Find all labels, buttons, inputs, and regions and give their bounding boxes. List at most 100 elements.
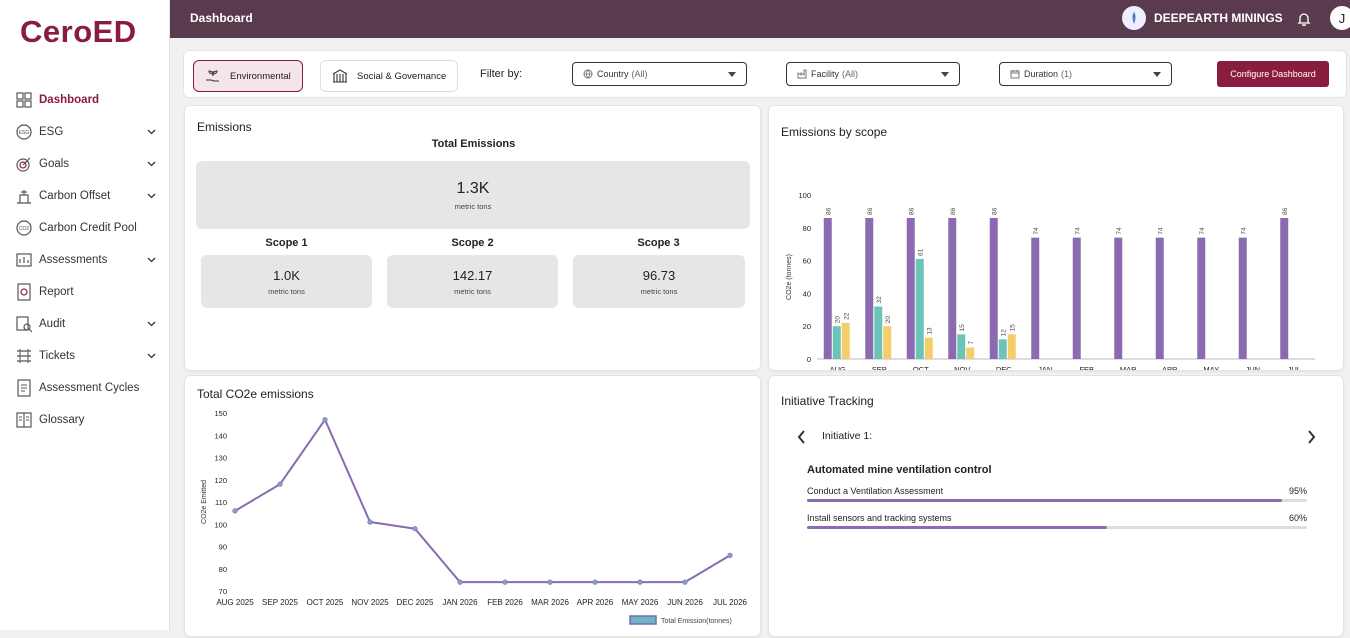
x-tick-label: NOV 2025 [351, 598, 389, 607]
bar-data-label: 12 [1000, 329, 1007, 337]
bell-icon[interactable] [1297, 11, 1311, 31]
bar-scope2 [874, 306, 883, 359]
chevron-down-icon[interactable] [147, 254, 156, 266]
chevron-down-icon[interactable] [147, 318, 156, 330]
country-label: Country [597, 69, 629, 79]
bar-scope1 [823, 217, 832, 359]
bar-data-label: 15 [959, 324, 966, 332]
duration-select[interactable]: Duration (1) [999, 62, 1172, 86]
facility-label: Facility [811, 69, 840, 79]
bar-scope1 [865, 217, 874, 359]
caret-down-icon [728, 72, 736, 77]
chevron-down-icon[interactable] [147, 126, 156, 138]
country-select[interactable]: Country (All) [572, 62, 747, 86]
sidebar-item-audit[interactable]: Audit [0, 308, 170, 340]
sidebar-item-goals[interactable]: Goals [0, 148, 170, 180]
task-percent: 95% [1288, 486, 1307, 496]
task-label: Conduct a Ventilation Assessment [807, 486, 944, 496]
y-tick-label: 110 [215, 498, 227, 507]
factory-icon [797, 69, 807, 79]
x-tick-label: MAR 2026 [531, 598, 569, 607]
task-item: Conduct a Ventilation Assessment 95% [807, 486, 1307, 502]
scope1-label: Scope 1 [265, 237, 308, 249]
initiative-card: Initiative Tracking Initiative 1: Automa… [768, 375, 1344, 637]
scope2-value: 142.17 [452, 268, 493, 283]
chevron-down-icon[interactable] [147, 158, 156, 170]
data-point [682, 579, 688, 585]
configure-dashboard-button[interactable]: Configure Dashboard [1217, 61, 1329, 87]
x-tick-label: MAR [1120, 365, 1137, 370]
sidebar-item-tickets[interactable]: Tickets [0, 340, 170, 372]
progress-track [807, 499, 1307, 502]
data-point [367, 519, 373, 525]
x-tick-label: DEC [996, 365, 1012, 370]
unit-label: metric tons [268, 287, 305, 296]
org-name: DEEPEARTH MININGS [1154, 11, 1283, 25]
scope2-label: Scope 2 [451, 237, 494, 249]
task-label: Install sensors and tracking systems [807, 513, 952, 523]
facility-select[interactable]: Facility (All) [786, 62, 960, 86]
scope3-label: Scope 3 [637, 237, 680, 249]
bar-data-label: 74 [1074, 227, 1081, 235]
sidebar-item-report[interactable]: Report [0, 276, 170, 308]
total-emissions-label: Total Emissions [431, 138, 516, 150]
org-switcher[interactable]: DEEPEARTH MININGS [1122, 6, 1283, 30]
task-item: Install sensors and tracking systems 60% [807, 513, 1307, 529]
bar-data-label: 22 [843, 312, 850, 320]
user-avatar[interactable]: J [1330, 6, 1350, 30]
emissions-title: Emissions [197, 120, 252, 134]
bar-scope1 [1031, 237, 1040, 359]
progress-track [807, 526, 1307, 529]
org-avatar [1122, 6, 1146, 30]
x-tick-label: FEB 2026 [487, 598, 523, 607]
progress-fill [807, 526, 1107, 529]
bar-data-label: 74 [1116, 227, 1123, 235]
x-tick-label: NOV [954, 365, 970, 370]
tab-social-governance[interactable]: Social & Governance [320, 60, 458, 92]
facility-value: (All) [842, 69, 859, 79]
tab-environmental[interactable]: Environmental [193, 60, 303, 92]
sidebar-item-dashboard[interactable]: Dashboard [0, 84, 170, 116]
co2e-chart-title: Total CO2e emissions [197, 387, 314, 401]
x-tick-label: JAN [1038, 365, 1052, 370]
x-tick-label: JUN 2026 [667, 598, 703, 607]
audit-icon [14, 315, 34, 333]
bar-data-label: 74 [1033, 227, 1040, 235]
sidebar-item-label: Glossary [39, 414, 85, 426]
bar-scope1 [906, 217, 915, 359]
svg-text:CO2: CO2 [19, 226, 30, 232]
sidebar-item-assessment-cycles[interactable]: Assessment Cycles [0, 372, 170, 404]
sidebar-item-glossary[interactable]: Glossary [0, 404, 170, 436]
x-tick-label: SEP [872, 365, 887, 370]
svg-text:ESG: ESG [19, 130, 30, 136]
sidebar-item-assessments[interactable]: Assessments [0, 244, 170, 276]
chevron-right-icon[interactable] [1307, 429, 1317, 450]
bar-data-label: 86 [1282, 207, 1289, 215]
bar-data-label: 7 [968, 341, 975, 345]
bar-scope2 [957, 334, 966, 359]
y-tick-label: 100 [798, 191, 811, 200]
bar-data-label: 61 [917, 248, 924, 256]
chevron-down-icon[interactable] [147, 190, 156, 202]
sidebar-item-esg[interactable]: ESG ESG [0, 116, 170, 148]
scope3-value: 96.73 [642, 268, 676, 283]
unit-label: metric tons [640, 287, 678, 296]
caret-down-icon [1153, 72, 1161, 77]
x-tick-label: JUN [1245, 365, 1260, 370]
bar-data-label: 15 [1009, 324, 1016, 332]
sidebar-item-carbon-credit-pool[interactable]: CO2 Carbon Credit Pool [0, 212, 170, 244]
data-point [727, 552, 733, 558]
app-logo[interactable]: CeroED [20, 14, 137, 49]
sidebar-item-label: Report [39, 286, 74, 298]
chevron-left-icon[interactable] [796, 429, 806, 450]
esg-icon: ESG [14, 123, 34, 141]
chevron-down-icon[interactable] [147, 350, 156, 362]
data-point [232, 508, 238, 514]
data-point [547, 579, 553, 585]
bar-data-label: 20 [834, 316, 841, 324]
emissions-by-scope-card: Emissions by scope 0 20 40 60 80 100 CO2e (ton… [768, 105, 1344, 371]
bar-scope3 [966, 347, 975, 359]
bar-scope1 [1238, 237, 1247, 359]
sidebar-item-carbon-offset[interactable]: Carbon Offset [0, 180, 170, 212]
y-tick-label: 120 [214, 476, 227, 485]
